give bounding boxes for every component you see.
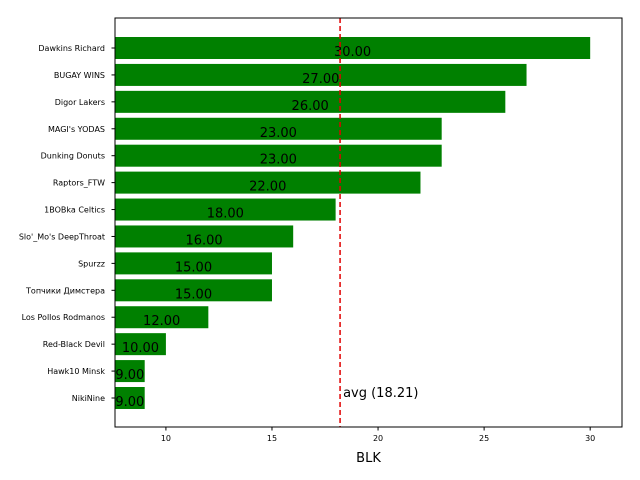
bars-group [115,37,591,409]
x-axis-title: BLK [356,451,381,466]
bar [115,37,591,59]
x-tick-label: 10 [161,434,171,443]
data-labels-group: 30.00 27.00 26.00 23.00 23.00 22.00 18.00 16.00… [115,45,371,410]
bar [115,144,442,167]
bar-value-label: 9.00 [115,395,144,410]
bar [115,333,166,356]
bar-value-label: 30.00 [334,45,371,60]
bar-value-label: 12.00 [143,314,180,329]
category-label: Raptors_FTW [53,179,105,188]
x-tick-label: 20 [373,434,383,443]
bar [115,117,442,140]
bar [115,90,506,113]
category-label: Hawk10 Minsk [47,367,105,376]
bar-value-label: 9.00 [115,368,144,383]
bar [115,63,527,86]
bar [115,198,336,221]
category-label: BUGAY WINS [54,71,105,80]
category-label: Dawkins Richard [38,44,105,53]
x-tick-label: 30 [585,434,595,443]
bar-value-label: 22.00 [249,180,286,195]
category-label: 1BOBka Celtics [44,206,105,215]
category-label: MAGI's YODAS [48,125,105,134]
category-label: Red-Black Devil [43,340,105,349]
bar [115,360,145,383]
bar [115,225,294,248]
category-label: Los Pollos Rodmanos [22,313,105,322]
bar-value-label: 10.00 [122,341,159,356]
bar [115,387,145,409]
category-label: NikiNine [72,394,105,403]
bar-value-label: 15.00 [175,260,212,275]
bar [115,306,209,329]
bar-value-label: 15.00 [175,287,212,302]
bar [115,171,421,194]
average-label: avg (18.21) [343,386,418,401]
bar [115,279,272,302]
bar [115,252,272,275]
bar-value-label: 18.00 [207,207,244,222]
x-tick-label: 15 [267,434,277,443]
category-label: Топчики Димстера [25,286,105,295]
bar-value-label: 26.00 [292,99,329,114]
plot-frame [114,17,623,428]
bar-value-label: 23.00 [260,126,297,141]
category-label: Digor Lakers [55,98,105,107]
bar-value-label: 27.00 [302,72,339,87]
category-label: Dunking Donuts [41,152,105,161]
bar-value-label: 16.00 [185,233,222,248]
bar-value-label: 23.00 [260,153,297,168]
category-label: Slo'_Mo's DeepThroat [19,232,105,241]
category-label: Spurzz [78,259,105,268]
y-axis-ticks: Dawkins Richard BUGAY WINS Digor Lakers MAG… [19,44,115,403]
x-axis-ticks: 10 15 20 25 30 [161,427,595,443]
x-tick-label: 25 [479,434,489,443]
